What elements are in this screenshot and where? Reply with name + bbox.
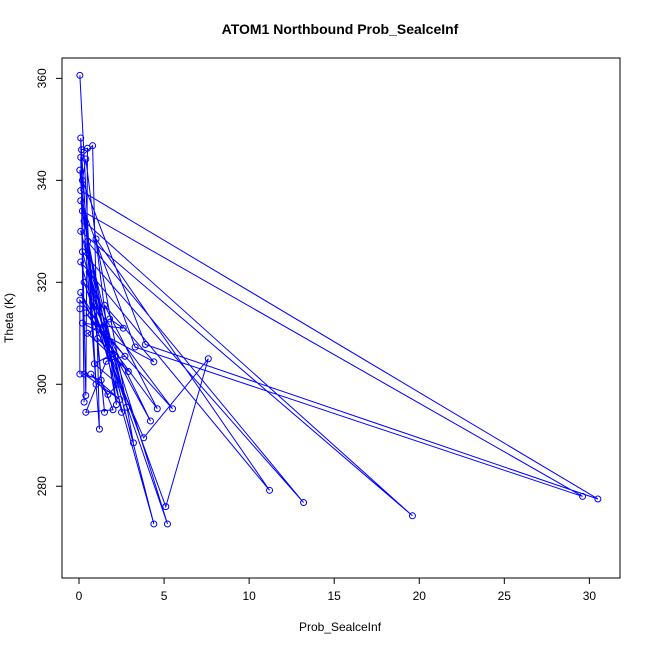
data-point: [104, 390, 112, 398]
data-point: [78, 176, 86, 184]
y-tick-label: 280: [35, 476, 49, 496]
data-point: [92, 235, 100, 243]
data-point: [95, 425, 103, 433]
data-point: [266, 486, 274, 494]
data-point: [77, 134, 85, 142]
data-point: [77, 197, 85, 205]
data-point: [90, 360, 98, 368]
y-tick-label: 300: [35, 374, 49, 394]
data-point: [162, 503, 170, 511]
data-point: [579, 492, 587, 500]
data-point: [76, 296, 84, 304]
data-point: [80, 370, 88, 378]
data-point: [129, 439, 137, 447]
x-tick-label: 25: [498, 589, 512, 603]
data-point: [204, 355, 212, 363]
data-point: [150, 358, 158, 366]
data-point: [77, 187, 85, 195]
plot-frame: [61, 57, 621, 579]
data-point: [140, 434, 148, 442]
data-point: [300, 499, 308, 507]
data-point: [101, 301, 109, 309]
chart-title: ATOM1 Northbound Prob_SealceInf: [222, 21, 459, 37]
data-point: [109, 406, 117, 414]
data-point: [76, 166, 84, 174]
x-axis-label: Prob_SealceInf: [299, 620, 382, 634]
data-point: [82, 391, 90, 399]
data-point: [153, 405, 161, 413]
data-point: [89, 142, 97, 150]
data-point: [594, 495, 602, 503]
data-point: [116, 396, 124, 404]
x-tick-label: 20: [413, 589, 427, 603]
data-point: [77, 227, 85, 235]
data-point: [121, 352, 129, 360]
y-tick-label: 320: [35, 272, 49, 292]
data-point: [109, 350, 117, 358]
data-point: [141, 341, 149, 349]
data-point: [84, 238, 92, 246]
data-point: [80, 217, 88, 225]
data-point: [82, 309, 90, 317]
data-point: [77, 258, 85, 266]
data-point: [408, 512, 416, 520]
y-tick-label: 360: [35, 68, 49, 88]
data-point: [82, 155, 90, 163]
data-point: [89, 299, 97, 307]
x-tick-label: 0: [76, 589, 83, 603]
data-point: [131, 343, 139, 351]
data-point: [101, 408, 109, 416]
x-tick-label: 10: [242, 589, 256, 603]
data-point: [76, 71, 84, 79]
data-point: [82, 408, 90, 416]
data-point: [163, 520, 171, 528]
data-point: [124, 368, 132, 376]
data-point: [106, 315, 114, 323]
data-point: [118, 408, 126, 416]
data-point: [80, 398, 88, 406]
x-tick-label: 5: [161, 589, 168, 603]
data-point: [146, 417, 154, 425]
data-point: [78, 319, 86, 327]
data-point: [78, 248, 86, 256]
x-tick-label: 15: [328, 589, 342, 603]
data-point: [84, 329, 92, 337]
data-point: [85, 268, 93, 276]
data-point: [94, 334, 102, 342]
y-axis-label: Theta (K): [2, 293, 16, 343]
data-point: [114, 380, 122, 388]
data-line: [79, 75, 599, 525]
data-point: [123, 403, 131, 411]
y-tick-label: 340: [35, 170, 49, 190]
data-point: [150, 520, 158, 528]
data-point: [76, 370, 84, 378]
data-point: [77, 153, 85, 161]
x-tick-label: 30: [583, 589, 597, 603]
data-point: [119, 324, 127, 332]
data-point: [87, 370, 95, 378]
data-point: [102, 357, 110, 365]
data-point: [92, 380, 100, 388]
data-point: [97, 376, 105, 384]
data-point: [169, 405, 177, 413]
data-point: [78, 207, 86, 215]
data-point: [112, 401, 120, 409]
data-point: [80, 278, 88, 286]
data-point: [77, 289, 85, 297]
data-point: [76, 305, 84, 313]
